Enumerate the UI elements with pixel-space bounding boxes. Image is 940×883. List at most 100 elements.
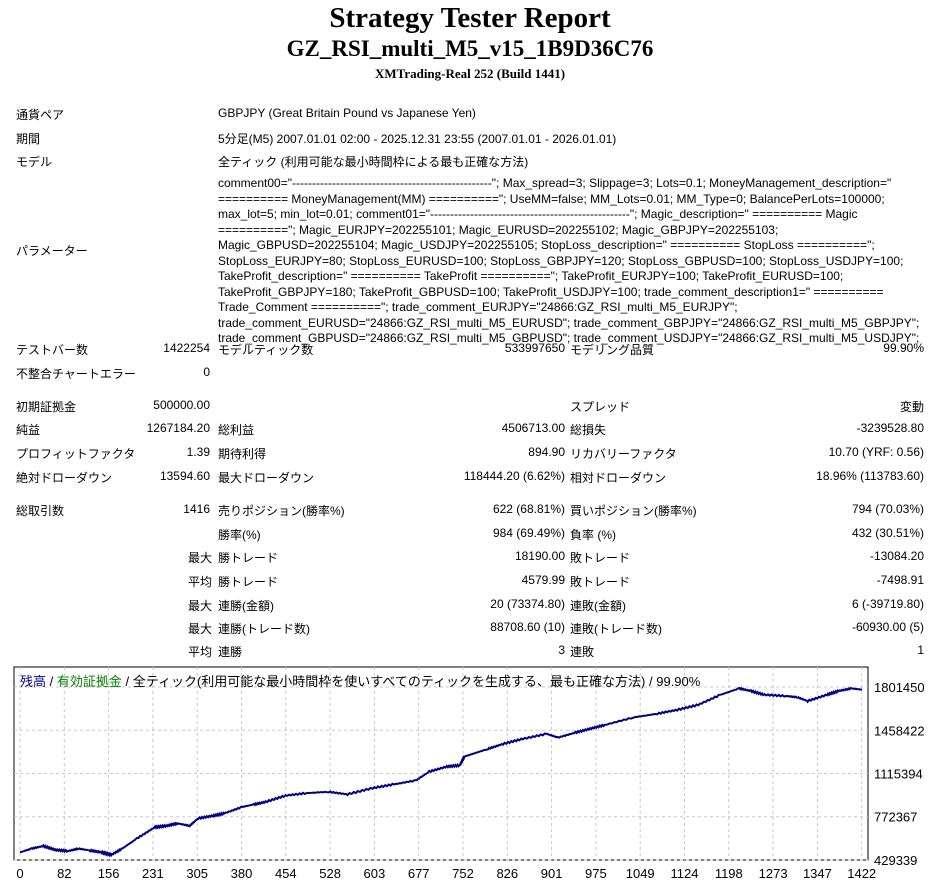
- x-tick-label: 1124: [671, 866, 699, 881]
- stat-value-1: 1422254: [163, 341, 210, 355]
- stats-row: 最大 勝トレード 18190.00 敗トレード -13084.20: [0, 549, 940, 567]
- stat-label-3: 買いポジション(勝率%): [570, 504, 697, 518]
- legend-sep: /: [46, 674, 57, 689]
- x-tick-label: 1422: [847, 866, 876, 881]
- stat-value-1: 0: [203, 365, 210, 379]
- stat-value-2: 3: [558, 643, 565, 657]
- stat-label-2: 最大ドローダウン: [218, 471, 315, 485]
- stats-row: 絶対ドローダウン 13594.60 最大ドローダウン 118444.20 (6.62%…: [0, 469, 940, 487]
- stats-row: 平均 連勝 3 連敗 1: [0, 643, 940, 661]
- stats-row: 初期証拠金 500000.00 スプレッド 変動: [0, 398, 940, 416]
- stat-value-3: 10.70 (YRF: 0.56): [828, 445, 924, 459]
- stat-value-1: 1.39: [186, 445, 210, 459]
- stats-row: 勝率(%) 984 (69.49%) 負率 (%) 432 (30.51%): [0, 526, 940, 544]
- stat-value-2: 984 (69.49%): [492, 526, 565, 540]
- stat-value-1: 13594.60: [159, 469, 210, 483]
- x-tick-label: 677: [408, 866, 430, 881]
- stat-value-3: 432 (30.51%): [851, 526, 924, 540]
- stat-value-3: -13084.20: [869, 549, 924, 563]
- legend-equity: 有効証拠金: [56, 674, 122, 689]
- legend-quality: 99.90%: [656, 674, 701, 689]
- stat-label-1: 初期証拠金: [16, 400, 77, 414]
- model-value: 全ティック (利用可能な最小時間枠による最も正確な方法): [218, 155, 529, 169]
- stat-label-3: 総損失: [570, 423, 607, 437]
- stats-row: 不整合チャートエラー 0: [0, 365, 940, 383]
- x-tick-label: 156: [98, 866, 120, 881]
- stat-value-3: 18.96% (113783.60): [816, 469, 924, 483]
- y-tick-label: 1801450: [874, 680, 925, 695]
- stat-label-3: 連敗: [570, 645, 595, 659]
- stat-label-3: 負率 (%): [570, 528, 616, 542]
- params-label: パラメーター: [16, 244, 88, 258]
- stat-value-2: 4579.99: [521, 573, 565, 587]
- stat-label-1: 純益: [16, 423, 41, 437]
- x-tick-label: 528: [319, 866, 341, 881]
- x-tick-label: 975: [585, 866, 607, 881]
- x-tick-label: 901: [541, 866, 563, 881]
- stats-row: 最大 連勝(トレード数) 88708.60 (10) 連敗(トレード数) -60930.…: [0, 620, 940, 638]
- stat-label-2: 勝率(%): [218, 528, 261, 542]
- stat-value-2: 118444.20 (6.62%): [463, 469, 565, 483]
- stat-value-1: 平均: [188, 645, 213, 659]
- stat-value-2: 894.90: [528, 445, 565, 459]
- stats-row: 純益 1267184.20 総利益 4506713.00 総損失 -3239528.80: [0, 421, 940, 439]
- stat-value-2: 88708.60 (10): [490, 620, 565, 634]
- x-tick-label: 1049: [626, 866, 655, 881]
- legend-sep: /: [645, 674, 657, 689]
- stat-label-3: 敗トレード: [570, 575, 631, 589]
- params-value: comment00="-----------------------------…: [218, 176, 920, 345]
- x-tick-label: 380: [231, 866, 253, 881]
- stat-value-2: 533997650: [504, 341, 565, 355]
- y-tick-label: 429339: [874, 853, 917, 868]
- info-row-period: 期間 5分足(M5) 2007.01.01 02:00 - 2025.12.31…: [0, 130, 940, 148]
- stat-label-1: プロフィットファクタ: [16, 447, 136, 461]
- symbol-value: GBPJPY (Great Britain Pound vs Japanese …: [218, 106, 476, 120]
- stat-value-3: 99.90%: [883, 341, 924, 355]
- stat-label-2: 勝トレード: [218, 551, 279, 565]
- stats-row: 総取引数 1416 売りポジション(勝率%) 622 (68.81%) 買いポジション(…: [0, 502, 940, 520]
- x-tick-label: 603: [364, 866, 386, 881]
- legend-sep: /: [121, 674, 133, 689]
- stat-label-3: 相対ドローダウン: [570, 471, 667, 485]
- balance-chart: 1801450 1458422 1115394 772367 429339 0 82 156 2…: [13, 666, 925, 881]
- stat-label-3: 敗トレード: [570, 551, 631, 565]
- stat-value-1: 平均: [188, 575, 213, 589]
- server-info: XMTrading-Real 252 (Build 1441): [374, 66, 566, 81]
- stat-value-1: 500000.00: [153, 398, 210, 412]
- stat-label-2: モデルティック数: [218, 343, 314, 357]
- stat-value-1: 1416: [183, 502, 210, 516]
- stat-label-3: リカバリーファクタ: [570, 447, 677, 461]
- stat-value-3: 6 (-39719.80): [851, 597, 924, 611]
- stat-value-2: 622 (68.81%): [492, 502, 565, 516]
- stat-value-2: 18190.00: [514, 549, 565, 563]
- stat-value-1: 最大: [188, 551, 213, 565]
- stat-value-3: -3239528.80: [856, 421, 924, 435]
- stat-label-3: スプレッド: [570, 400, 631, 414]
- x-tick-label: 1273: [759, 866, 788, 881]
- stat-value-3: 変動: [899, 400, 924, 414]
- stat-label-2: 連勝(金額): [218, 599, 274, 613]
- info-row-model: モデル 全ティック (利用可能な最小時間枠による最も正確な方法): [0, 153, 940, 171]
- balance-line: [19, 686, 863, 858]
- stat-label-3: モデリング品質: [570, 343, 655, 357]
- x-tick-label: 305: [186, 866, 208, 881]
- period-label: 期間: [16, 132, 41, 146]
- stat-value-2: 20 (73374.80): [490, 597, 565, 611]
- chart-legend: 残高 / 有効証拠金 / 全ティック(利用可能な最小時間枠を使いすべてのティック…: [20, 671, 700, 690]
- x-tick-label: 826: [496, 866, 518, 881]
- info-row-symbol: 通貨ペア GBPJPY (Great Britain Pound vs Japa…: [0, 106, 940, 124]
- stat-label-1: 不整合チャートエラー: [16, 367, 136, 381]
- stat-label-3: 連敗(トレード数): [570, 622, 662, 636]
- x-tick-label: 1347: [803, 866, 832, 881]
- stat-label-2: 連勝(トレード数): [218, 622, 310, 636]
- stat-value-1: 最大: [188, 622, 213, 636]
- stat-label-2: 勝トレード: [218, 575, 279, 589]
- stats-row: テストバー数 1422254 モデルティック数 533997650 モデリング品質 99.…: [0, 341, 940, 359]
- stat-label-2: 連勝: [218, 645, 243, 659]
- stat-label-1: 絶対ドローダウン: [16, 471, 113, 485]
- stat-value-2: 4506713.00: [501, 421, 565, 435]
- stat-label-2: 期待利得: [218, 447, 267, 461]
- symbol-label: 通貨ペア: [16, 108, 65, 122]
- plot-area: [13, 666, 869, 861]
- period-value: 5分足(M5) 2007.01.01 02:00 - 2025.12.31 23…: [218, 132, 617, 146]
